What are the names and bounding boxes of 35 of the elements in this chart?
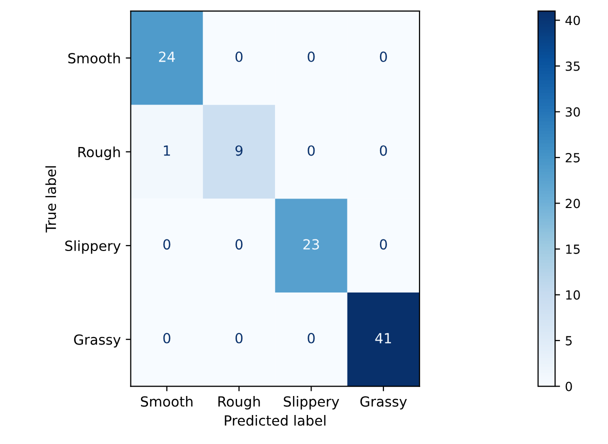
data-label: 0 xyxy=(380,239,387,250)
x-tick-label: Rough xyxy=(218,396,260,410)
color-bar-label: 10 xyxy=(566,290,580,300)
data-label: 0 xyxy=(163,239,170,250)
color-bar-label: 0 xyxy=(566,382,572,392)
color-bar-label: 15 xyxy=(566,244,580,254)
data-label: 24 xyxy=(159,52,175,62)
data-label: 9 xyxy=(235,145,242,156)
x-tick-label: Smooth xyxy=(140,396,192,407)
data-label: 1 xyxy=(164,146,170,156)
color-bar-label: 35 xyxy=(566,61,580,71)
color-bar-label: 40 xyxy=(565,16,580,26)
data-label: 0 xyxy=(380,145,387,156)
y-tick-label: Rough xyxy=(78,146,120,160)
y-tick-label: Smooth xyxy=(68,52,120,64)
y-tick-label: Slippery xyxy=(65,240,121,254)
data-label: 0 xyxy=(236,239,243,250)
data-label: 41 xyxy=(375,333,391,344)
y-axis-title: True label xyxy=(45,166,56,232)
data-label: 0 xyxy=(308,52,315,62)
y-tick-label: Grassy xyxy=(74,334,121,348)
data-label: 0 xyxy=(236,332,243,344)
data-label: 23 xyxy=(303,239,319,250)
color-bar-label: 30 xyxy=(566,107,580,117)
x-tick-label: Slippery xyxy=(284,396,340,410)
x-tick-label: Grassy xyxy=(360,396,407,410)
color-bar-label: 5 xyxy=(566,336,572,346)
x-axis-title: Predicted label xyxy=(224,415,326,426)
data-label: 0 xyxy=(236,52,243,62)
color-bar-label: 25 xyxy=(566,152,580,162)
data-label: 0 xyxy=(380,52,387,62)
data-label: 0 xyxy=(163,332,170,344)
data-label: 0 xyxy=(308,145,315,156)
data-label: 0 xyxy=(308,332,315,344)
color-bar-label: 20 xyxy=(566,198,580,208)
